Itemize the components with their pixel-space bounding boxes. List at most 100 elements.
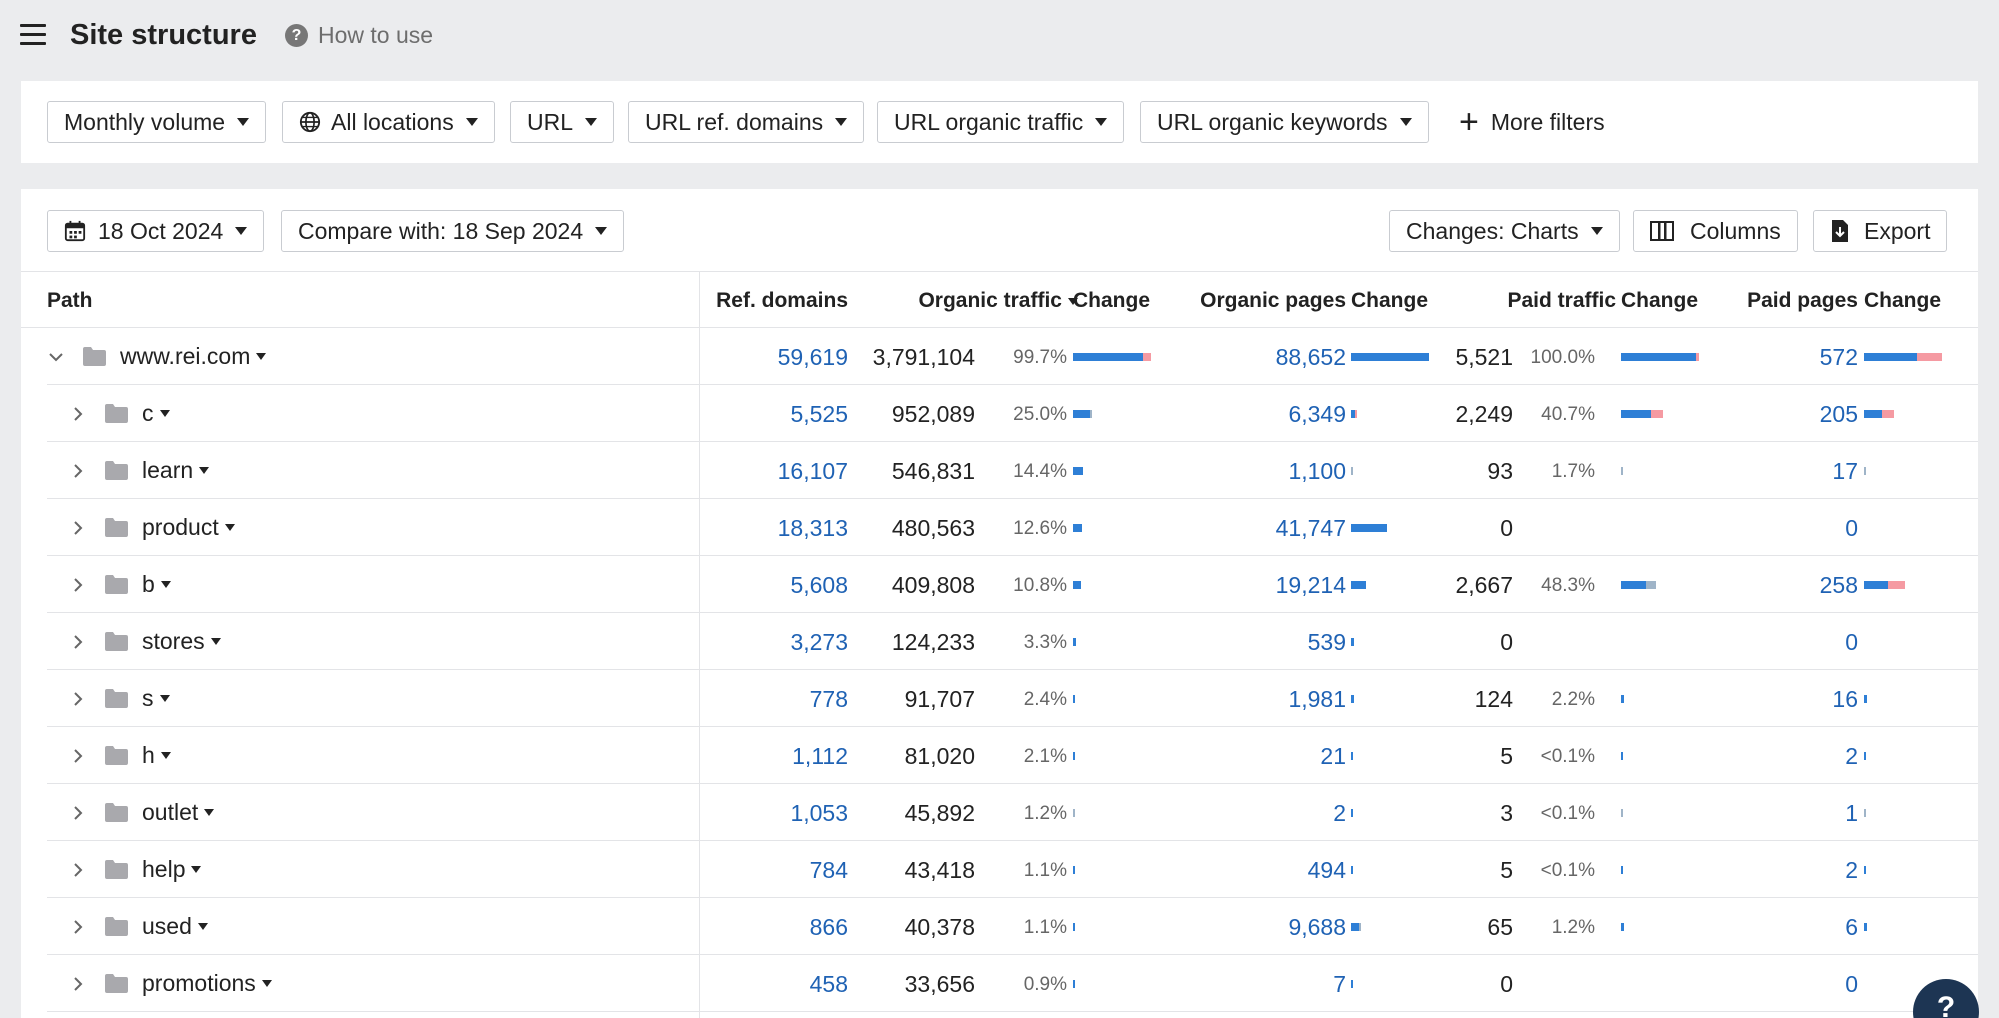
chevron-right-icon[interactable] bbox=[71, 748, 85, 763]
path-label[interactable]: used bbox=[142, 913, 192, 939]
organic-pages-value[interactable]: 21 bbox=[1320, 743, 1346, 769]
col-organic-pages[interactable]: Organic pages bbox=[1200, 289, 1346, 312]
table-row[interactable]: b 5,608 409,808 10.8% 19,214 2,667 48.3% 258 bbox=[21, 556, 1978, 613]
change-bar[interactable] bbox=[1621, 467, 1623, 475]
path-label[interactable]: outlet bbox=[142, 799, 199, 825]
chevron-right-icon[interactable] bbox=[71, 406, 85, 421]
path-label[interactable]: promotions bbox=[142, 970, 256, 996]
col-organic-pages-change[interactable]: Change bbox=[1351, 289, 1429, 312]
col-paid-pages[interactable]: Paid pages bbox=[1747, 289, 1858, 312]
change-bar[interactable] bbox=[1351, 866, 1353, 874]
change-bar[interactable] bbox=[1864, 467, 1866, 475]
organic-pages-value[interactable]: 6,349 bbox=[1288, 401, 1346, 427]
change-bar[interactable] bbox=[1864, 752, 1866, 760]
caret-down-icon[interactable] bbox=[224, 524, 235, 531]
table-row[interactable]: h 1,112 81,020 2.1% 21 5 <0.1% 2 bbox=[21, 727, 1978, 784]
table-row[interactable]: c 5,525 952,089 25.0% 6,349 2,249 40.7% 205 bbox=[21, 385, 1978, 442]
table-row[interactable]: s 778 91,707 2.4% 1,981 124 2.2% 16 bbox=[21, 670, 1978, 727]
change-bar[interactable] bbox=[1073, 980, 1075, 988]
path-label[interactable]: product bbox=[142, 514, 219, 540]
paid-pages-value[interactable]: 0 bbox=[1845, 629, 1858, 655]
change-bar[interactable] bbox=[1621, 353, 1699, 361]
table-row[interactable]: www.rei.com 59,619 3,791,104 99.7% 88,652 5,5… bbox=[21, 328, 1978, 385]
change-bar[interactable] bbox=[1621, 581, 1656, 589]
change-bar[interactable] bbox=[1073, 695, 1075, 703]
organic-pages-value[interactable]: 9,688 bbox=[1288, 914, 1346, 940]
ref-domains-value[interactable]: 458 bbox=[809, 971, 848, 997]
chevron-right-icon[interactable] bbox=[71, 691, 85, 706]
paid-pages-value[interactable]: 0 bbox=[1845, 971, 1858, 997]
change-bar[interactable] bbox=[1073, 524, 1082, 532]
columns-button[interactable]: Columns bbox=[1633, 210, 1798, 252]
caret-down-icon[interactable] bbox=[197, 923, 208, 930]
more-filters-button[interactable]: + More filters bbox=[1459, 101, 1605, 143]
change-bar[interactable] bbox=[1864, 581, 1905, 589]
change-bar[interactable] bbox=[1351, 410, 1357, 418]
change-bar[interactable] bbox=[1073, 581, 1081, 589]
caret-down-icon[interactable] bbox=[191, 866, 202, 873]
col-paid-traffic[interactable]: Paid traffic bbox=[1507, 289, 1616, 312]
change-bar[interactable] bbox=[1351, 353, 1429, 361]
path-label[interactable]: stores bbox=[142, 628, 205, 654]
change-bar[interactable] bbox=[1073, 923, 1075, 931]
chevron-right-icon[interactable] bbox=[71, 805, 85, 820]
change-bar[interactable] bbox=[1864, 866, 1866, 874]
change-bar[interactable] bbox=[1864, 695, 1867, 703]
change-bar[interactable] bbox=[1073, 866, 1075, 874]
table-row[interactable]: help 784 43,418 1.1% 494 5 <0.1% 2 bbox=[21, 841, 1978, 898]
organic-pages-value[interactable]: 41,747 bbox=[1275, 515, 1346, 541]
col-paid-pages-change[interactable]: Change bbox=[1864, 289, 1942, 312]
monthly-volume-filter[interactable]: Monthly volume bbox=[47, 101, 267, 143]
change-bar[interactable] bbox=[1351, 980, 1353, 988]
ref-domains-value[interactable]: 778 bbox=[809, 686, 848, 712]
change-bar[interactable] bbox=[1864, 809, 1866, 817]
paid-pages-value[interactable]: 205 bbox=[1819, 401, 1858, 427]
caret-down-icon[interactable] bbox=[159, 410, 170, 417]
change-bar[interactable] bbox=[1073, 410, 1092, 418]
ref-domains-value[interactable]: 5,525 bbox=[790, 401, 848, 427]
change-bar[interactable] bbox=[1621, 752, 1623, 760]
path-label[interactable]: h bbox=[142, 742, 155, 768]
organic-pages-value[interactable]: 1,981 bbox=[1288, 686, 1346, 712]
path-label[interactable]: learn bbox=[142, 457, 194, 483]
col-path[interactable]: Path bbox=[47, 289, 93, 312]
path-label[interactable]: s bbox=[142, 685, 154, 711]
url-organic-traffic-filter[interactable]: URL organic traffic bbox=[877, 101, 1125, 143]
change-bar[interactable] bbox=[1351, 809, 1353, 817]
ref-domains-value[interactable]: 16,107 bbox=[777, 458, 848, 484]
change-bar[interactable] bbox=[1621, 866, 1623, 874]
table-row[interactable]: product 18,313 480,563 12.6% 41,747 0 0 bbox=[21, 499, 1978, 556]
chevron-right-icon[interactable] bbox=[71, 634, 85, 649]
paid-pages-value[interactable]: 17 bbox=[1832, 458, 1858, 484]
change-bar[interactable] bbox=[1351, 923, 1361, 931]
change-bar[interactable] bbox=[1864, 410, 1894, 418]
paid-pages-value[interactable]: 1 bbox=[1845, 800, 1858, 826]
ref-domains-value[interactable]: 59,619 bbox=[777, 344, 848, 370]
paid-pages-value[interactable]: 2 bbox=[1845, 743, 1858, 769]
ref-domains-value[interactable]: 1,053 bbox=[790, 800, 848, 826]
change-bar[interactable] bbox=[1864, 353, 1942, 361]
organic-pages-value[interactable]: 1,100 bbox=[1288, 458, 1346, 484]
ref-domains-value[interactable]: 5,608 bbox=[790, 572, 848, 598]
chevron-right-icon[interactable] bbox=[71, 520, 85, 535]
path-label[interactable]: c bbox=[142, 400, 154, 426]
chevron-right-icon[interactable] bbox=[71, 976, 85, 991]
change-bar[interactable] bbox=[1864, 923, 1867, 931]
ref-domains-value[interactable]: 866 bbox=[809, 914, 848, 940]
change-bar[interactable] bbox=[1073, 467, 1083, 475]
ref-domains-value[interactable]: 1,112 bbox=[792, 743, 848, 769]
col-organic-traffic[interactable]: Organic traffic bbox=[918, 289, 1078, 313]
change-bar[interactable] bbox=[1351, 638, 1354, 646]
ref-domains-value[interactable]: 3,273 bbox=[790, 629, 848, 655]
chevron-right-icon[interactable] bbox=[71, 463, 85, 478]
path-label[interactable]: b bbox=[142, 571, 155, 597]
change-bar[interactable] bbox=[1351, 467, 1353, 475]
locations-filter[interactable]: All locations bbox=[282, 101, 495, 143]
paid-pages-value[interactable]: 0 bbox=[1845, 515, 1858, 541]
paid-pages-value[interactable]: 258 bbox=[1819, 572, 1858, 598]
ref-domains-value[interactable]: 784 bbox=[809, 857, 848, 883]
organic-pages-value[interactable]: 7 bbox=[1333, 971, 1346, 997]
caret-down-icon[interactable] bbox=[204, 809, 215, 816]
change-bar[interactable] bbox=[1621, 923, 1624, 931]
change-bar[interactable] bbox=[1073, 809, 1075, 817]
